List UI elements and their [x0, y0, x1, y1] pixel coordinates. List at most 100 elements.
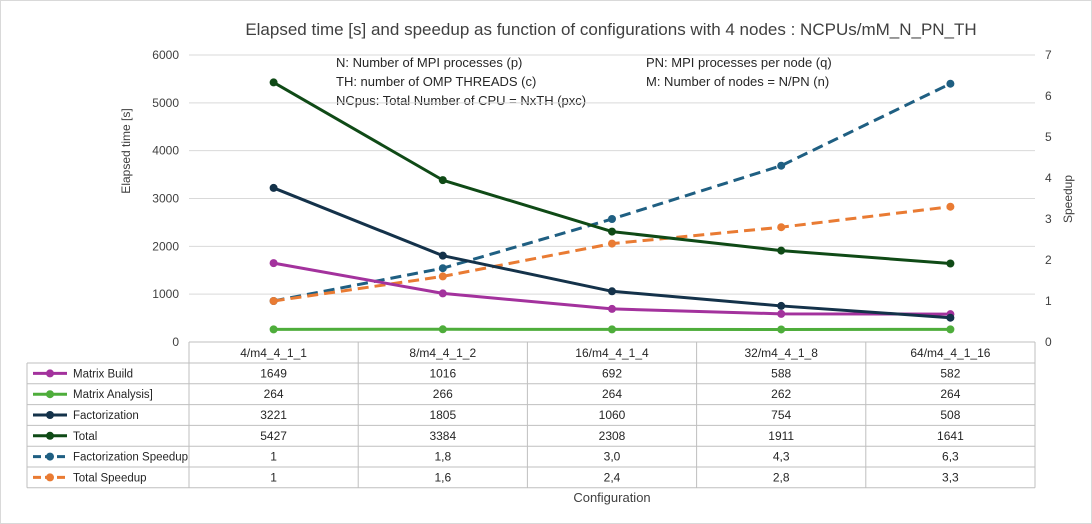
legend-key-marker: [46, 431, 54, 440]
table-row: Matrix Analysis] 264 266 264 262 264: [33, 387, 961, 401]
table-row: Factorization 3221 1805 1060 754 508: [33, 408, 961, 422]
table-cell: 264: [602, 387, 622, 401]
y2-tick-label: 6: [1045, 89, 1052, 103]
data-table: 4/m4_4_1_1 8/m4_4_1_2 16/m4_4_1_4 32/m4_4_1…: [26, 341, 1036, 489]
data-point: [777, 246, 786, 255]
series-total: [269, 78, 955, 268]
category-label: 64/m4_4_1_16: [910, 346, 990, 360]
data-point: [777, 161, 786, 170]
series-factorization: [269, 183, 955, 322]
y2-tick-label: 7: [1045, 48, 1052, 62]
y2-axis-title: Speedup: [1061, 175, 1075, 223]
table-row: Total Speedup 1 1,6 2,4 2,8 3,3: [33, 470, 959, 484]
table-cell: 3,3: [942, 470, 959, 484]
data-point: [946, 259, 955, 268]
table-cell: 754: [771, 408, 791, 422]
data-point: [438, 272, 447, 281]
legend-label: Factorization: [73, 410, 139, 422]
legend-label: Matrix Analysis]: [73, 389, 153, 401]
table-cell: 1,6: [434, 470, 451, 484]
table-cell: 2,4: [604, 470, 621, 484]
data-point: [269, 297, 278, 305]
table-cell: 5427: [260, 429, 287, 443]
legend-key-marker: [46, 452, 54, 461]
legend-key-marker: [46, 411, 54, 419]
y-tick-label: 6000: [152, 48, 179, 62]
legend-label: Matrix Build: [73, 368, 133, 380]
data-point: [608, 215, 616, 223]
series-total-speedup: [269, 202, 955, 305]
data-point: [438, 251, 447, 260]
legend-label: Total: [73, 431, 97, 443]
data-point: [269, 183, 278, 192]
table-cell: 1805: [429, 408, 456, 422]
x-axis-title: Configuration: [573, 490, 650, 505]
data-point: [608, 304, 616, 313]
data-point: [438, 325, 447, 334]
data-point: [608, 325, 616, 334]
y2-axis-ticks: 0 1 2 3 4 5 6 7: [1045, 48, 1052, 349]
data-point: [438, 264, 447, 273]
annotations: N: Number of MPI processes (p) TH: numbe…: [336, 55, 832, 108]
data-point: [269, 78, 278, 87]
table-cell: 1016: [429, 366, 456, 380]
data-point: [608, 227, 616, 236]
y2-tick-label: 0: [1045, 335, 1052, 349]
table-cell: 264: [264, 387, 284, 401]
data-point: [608, 239, 616, 248]
category-label: 8/m4_4_1_2: [409, 346, 476, 360]
annotation-n: N: Number of MPI processes (p): [336, 55, 522, 70]
table-cell: 1: [270, 470, 277, 484]
annotation-pn: PN: MPI processes per node (q): [646, 55, 832, 70]
data-point: [777, 223, 786, 232]
data-point: [269, 259, 278, 268]
y2-tick-label: 1: [1045, 294, 1052, 308]
y-tick-label: 2000: [152, 239, 179, 253]
data-point: [438, 176, 447, 185]
category-label: 16/m4_4_1_4: [575, 346, 649, 360]
table-cell: 1641: [937, 429, 964, 443]
y2-tick-label: 2: [1045, 253, 1052, 267]
category-label: 4/m4_4_1_1: [240, 346, 307, 360]
legend-key-marker: [46, 473, 54, 482]
table-row: Total 5427 3384 2308 1911 1641: [33, 429, 964, 443]
category-label: 32/m4_4_1_8: [744, 346, 818, 360]
series-line: [273, 82, 952, 303]
table-cell: 588: [771, 366, 791, 380]
data-point: [946, 313, 955, 322]
legend-label: Factorization Speedup: [73, 452, 188, 464]
table-cell: 692: [602, 366, 622, 380]
table-cell: 2308: [599, 429, 626, 443]
data-point: [608, 287, 616, 296]
annotation-ncpus: NCpus: Total Number of CPU = NxTH (pxc): [336, 93, 586, 108]
data-point: [269, 325, 278, 334]
table-cell: 582: [940, 366, 960, 380]
data-point: [438, 289, 447, 298]
table-cell: 3384: [429, 429, 456, 443]
y2-tick-label: 3: [1045, 212, 1052, 226]
y-tick-label: 5000: [152, 96, 179, 110]
y-tick-label: 1000: [152, 287, 179, 301]
series-line: [273, 186, 951, 320]
table-cell: 1911: [768, 429, 794, 443]
table-cell: 4,3: [773, 450, 790, 464]
table-cell: 266: [433, 387, 453, 401]
legend-key-marker: [46, 369, 54, 378]
annotation-th: TH: number of OMP THREADS (c): [336, 74, 536, 89]
annotation-m: M: Number of nodes = N/PN (n): [646, 74, 829, 89]
table-cell: 2,8: [773, 470, 790, 484]
data-point: [946, 325, 955, 334]
series-layer: [269, 78, 955, 334]
chart-title: Elapsed time [s] and speedup as function…: [245, 20, 976, 39]
series-matrix-analysis: [269, 325, 955, 334]
y2-tick-label: 4: [1045, 171, 1052, 185]
y-axis-ticks: 0 1000 2000 3000 4000 5000 6000: [152, 48, 179, 349]
data-point: [946, 202, 955, 211]
table-cell: 508: [940, 408, 960, 422]
gridlines: [189, 54, 1035, 295]
table-row: Factorization Speedup 1 1,8 3,0 4,3 6,3: [33, 450, 959, 464]
data-point: [946, 79, 955, 88]
table-row: Matrix Build 1649 1016 692 588 582: [33, 366, 961, 380]
